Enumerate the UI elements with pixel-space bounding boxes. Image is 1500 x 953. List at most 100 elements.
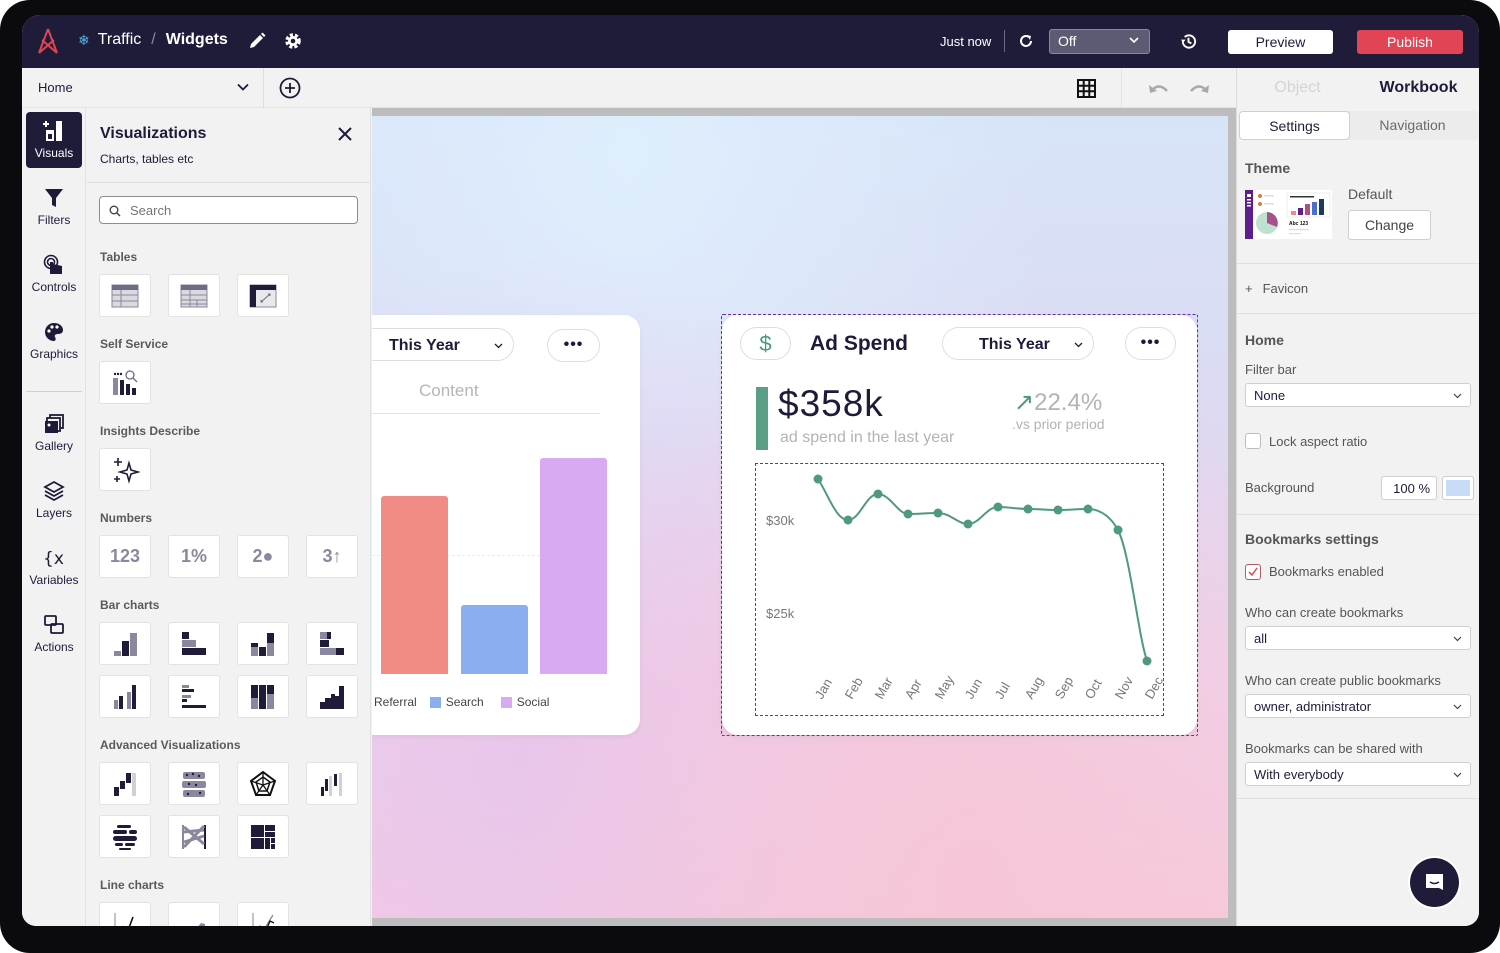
chat-support-button[interactable] [1410,858,1459,907]
lock-aspect-checkbox[interactable] [1245,433,1261,449]
filter-bar-select[interactable]: None [1245,383,1471,407]
viz-tile-grouped-column[interactable] [99,675,151,718]
close-icon[interactable] [337,126,353,142]
background-color-swatch[interactable] [1442,476,1474,500]
rail-item-filters[interactable]: Filters [26,179,82,235]
viz-tile-bubble-bars[interactable] [99,815,151,858]
viz-tile-percent-stacked[interactable] [237,675,289,718]
card-menu-button[interactable]: ••• [547,329,600,362]
section-label-bar-charts: Bar charts [100,598,160,612]
auto-refresh-select[interactable]: Off [1049,29,1150,54]
tab-content[interactable]: Content [419,381,479,400]
auto-refresh-value: Off [1058,33,1077,49]
subtab-navigation[interactable]: Navigation [1379,117,1446,133]
viz-tile-multi-line[interactable] [237,902,289,926]
breadcrumb-source[interactable]: Traffic [97,31,142,48]
viz-tile-bar-chart[interactable] [168,622,220,665]
create-bookmarks-select[interactable]: all [1245,626,1471,650]
share-bookmarks-select[interactable]: With everybody [1245,762,1471,786]
bookmarks-enabled-checkbox[interactable] [1245,564,1261,580]
public-bookmarks-select[interactable]: owner, administrator [1245,694,1471,718]
gear-icon[interactable] [283,31,303,51]
viz-tile-range[interactable] [306,762,358,805]
kpi-delta: ↗22.4% [1014,388,1102,417]
viz-tile-grouped-bar[interactable] [168,675,220,718]
viz-tile-beeswarm[interactable] [168,762,220,805]
viz-tile-stacked-column[interactable] [237,622,289,665]
rail-item-actions[interactable]: Actions [26,606,82,662]
background-opacity-input[interactable]: 100 % [1381,476,1437,500]
viz-tile-table[interactable] [99,274,151,317]
period-select[interactable]: This Year [942,327,1094,360]
viz-tile-number[interactable]: 123 [99,535,151,578]
stacked-pill-icon [113,824,137,850]
bar-social[interactable] [540,458,607,674]
svg-text:Nov: Nov [1112,674,1137,702]
rail-item-controls[interactable]: Controls [26,246,82,302]
history-icon[interactable] [1179,32,1198,51]
x-axis-labels: Jan Feb Mar Apr May Jun Jul Aug Sep Oct … [812,672,1165,701]
bar-search[interactable] [461,605,528,674]
change-theme-button[interactable]: Change [1348,210,1431,240]
legend-referral: Referral [374,695,417,709]
ad-spend-card[interactable]: $ Ad Spend This Year ••• $358k ad spend … [722,315,1197,735]
viz-tile-number-indicator[interactable]: 2● [237,535,289,578]
preview-button[interactable]: Preview [1228,30,1333,54]
canvas-toolbar: Home [22,68,1236,108]
redo-icon[interactable] [1188,81,1210,95]
data-points [813,474,1152,666]
rail-item-gallery[interactable]: Gallery [26,405,82,461]
multi-line-icon [252,912,275,926]
publish-button[interactable]: Publish [1357,30,1463,54]
page-selector[interactable]: Home [22,68,264,108]
viz-tile-column-chart[interactable] [99,622,151,665]
rail-item-visuals[interactable]: Visuals [26,112,82,168]
grid-icon[interactable] [1077,79,1096,98]
period-select[interactable]: This Year [372,328,514,361]
viz-tile-pivot-table[interactable] [168,274,220,317]
pencil-icon[interactable] [247,31,267,51]
line-chart[interactable]: $30k $25k Jan Feb Mar Apr May Jun [755,463,1165,716]
viz-tile-stacked-bar[interactable] [306,622,358,665]
tab-workbook[interactable]: Workbook [1358,68,1479,108]
svg-text:Apr: Apr [902,676,925,702]
viz-tile-radar[interactable] [237,762,289,805]
rail-label: Filters [37,213,71,227]
viz-tile-line-chart[interactable] [99,902,151,926]
traffic-sources-card[interactable]: This Year ••• Content Referral Search So… [372,315,640,735]
search-input[interactable] [130,201,350,219]
viz-tile-sankey[interactable] [168,815,220,858]
dashboard-canvas[interactable]: This Year ••• Content Referral Search So… [372,116,1228,918]
search-field[interactable] [99,196,358,224]
viz-tile-area-chart[interactable] [168,902,220,926]
app-logo-icon[interactable] [36,27,60,55]
canvas-area: This Year ••• Content Referral Search So… [372,108,1236,926]
rail-item-variables[interactable]: {x} Variables [26,539,82,595]
rail-item-graphics[interactable]: Graphics [26,313,82,369]
viz-tile-cross-table[interactable] [237,274,289,317]
viz-tile-treemap[interactable] [237,815,289,858]
viz-tile-insights[interactable] [99,448,151,491]
card-menu-button[interactable]: ••• [1125,327,1176,360]
viz-tile-area-step[interactable] [306,675,358,718]
refresh-icon[interactable] [1018,33,1034,49]
svg-text:Jun: Jun [962,676,985,702]
chevron-down-icon [237,83,249,91]
kpi-accent-bar [756,387,768,450]
subtab-settings[interactable]: Settings [1239,111,1350,140]
panel-divider [87,182,370,183]
bar-referral[interactable] [381,496,448,674]
tab-object[interactable]: Object [1274,79,1321,96]
viz-tile-waterfall[interactable] [99,762,151,805]
grouped-bar-icon [182,684,206,708]
theme-thumbnail[interactable]: Abc 123 [1245,190,1332,239]
viz-tile-self-service[interactable] [99,361,151,404]
viz-tile-percent[interactable]: 1% [168,535,220,578]
add-page-icon[interactable] [279,77,301,99]
undo-icon[interactable] [1148,81,1170,95]
properties-panel: Object Workbook Settings Navigation Them… [1236,68,1479,926]
add-favicon-button[interactable]: + Favicon [1245,281,1308,296]
kpi-caption: ad spend in the last year [780,429,955,446]
viz-tile-number-trend[interactable]: 3↑ [306,535,358,578]
rail-item-layers[interactable]: Layers [26,472,82,528]
